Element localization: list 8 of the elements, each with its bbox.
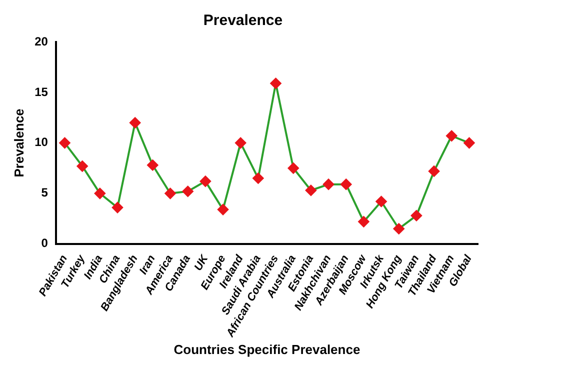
chart-title: Prevalence — [203, 12, 283, 30]
y-axis-title: Prevalence — [11, 108, 26, 178]
y-tick-label: 5 — [41, 186, 48, 200]
x-axis-title: Countries Specific Prevalence — [174, 342, 360, 357]
y-tick-label: 0 — [41, 236, 48, 250]
y-tick-label: 10 — [34, 135, 48, 150]
y-tick-label: 20 — [34, 34, 48, 48]
y-tick-label: 15 — [34, 84, 48, 99]
